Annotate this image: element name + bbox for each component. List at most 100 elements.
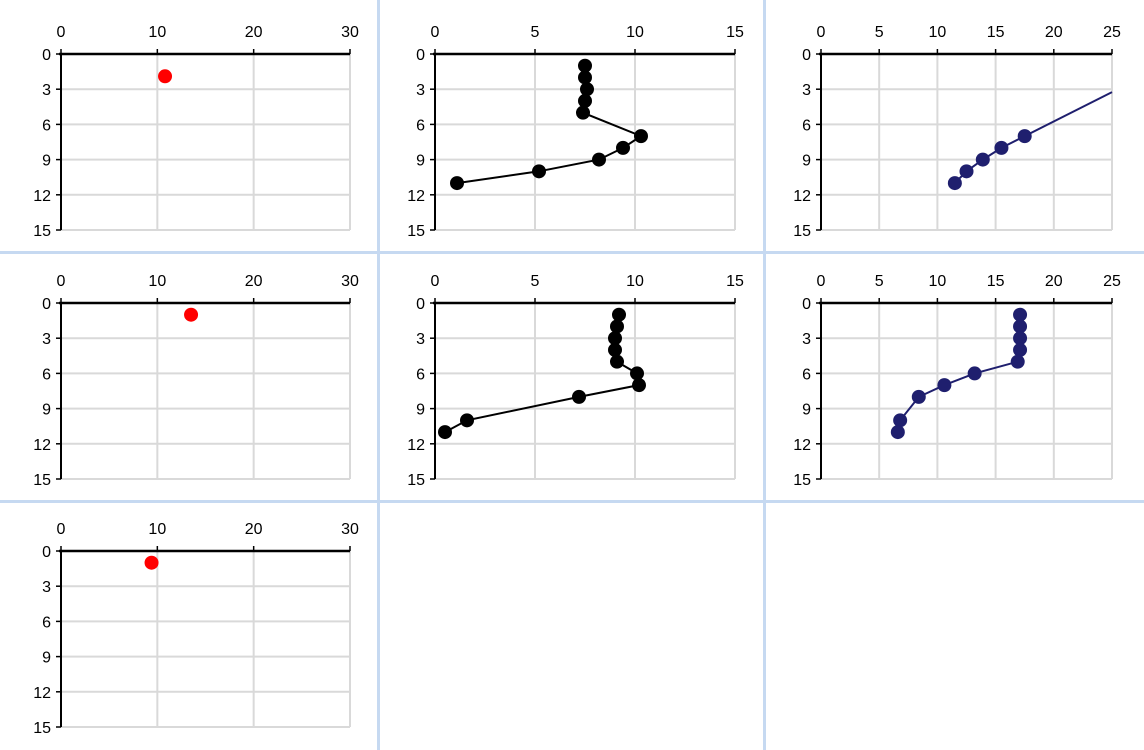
y-tick-label: 3 — [416, 82, 425, 99]
y-tick-label: 9 — [42, 650, 51, 667]
y-tick-label: 12 — [33, 685, 51, 702]
y-tick-label: 15 — [33, 720, 51, 737]
y-tick-label: 0 — [42, 544, 51, 561]
data-point — [592, 152, 606, 167]
y-tick-label: 0 — [416, 296, 425, 313]
y-tick-label: 12 — [407, 188, 425, 205]
y-tick-label: 0 — [802, 47, 811, 64]
data-point — [890, 425, 905, 440]
x-tick-label: 10 — [148, 273, 166, 290]
data-point — [1013, 342, 1028, 357]
data-point — [893, 413, 908, 428]
x-tick-label: 15 — [726, 273, 744, 290]
y-tick-label: 15 — [407, 223, 425, 240]
y-tick-label: 15 — [407, 472, 425, 489]
x-tick-label: 5 — [875, 273, 884, 290]
data-point — [578, 70, 592, 85]
data-point — [572, 389, 586, 404]
y-tick-label: 6 — [416, 366, 425, 383]
y-tick-label: 3 — [802, 82, 811, 99]
y-tick-label: 15 — [33, 472, 51, 489]
data-point — [947, 176, 962, 191]
data-point — [578, 93, 592, 108]
data-point — [616, 140, 630, 155]
x-tick-label: 5 — [875, 24, 884, 41]
series-line — [954, 91, 1113, 184]
chart-panel-4: 0 10 20 30 0 3 6 9 12 15 — [33, 273, 359, 489]
data-point — [967, 366, 982, 381]
x-tick-label: 25 — [1103, 24, 1121, 41]
y-tick-label: 3 — [42, 579, 51, 596]
y-tick-label: 9 — [42, 153, 51, 170]
x-tick-label: 0 — [431, 24, 440, 41]
chart-panel-3: 0 5 10 15 20 25 0 3 6 9 12 15 — [793, 24, 1121, 240]
x-tick-label: 20 — [245, 24, 263, 41]
grid-divider-horizontal-1 — [0, 251, 1144, 254]
chart-panel-6: 0 5 10 15 20 25 0 3 6 9 12 15 — [793, 273, 1121, 489]
y-tick-label: 15 — [793, 472, 811, 489]
data-point — [184, 307, 199, 322]
y-tick-label: 9 — [416, 402, 425, 419]
data-point — [608, 342, 622, 357]
data-point — [1017, 129, 1032, 144]
data-point — [1013, 331, 1028, 346]
y-tick-label: 3 — [416, 331, 425, 348]
y-tick-label: 6 — [42, 366, 51, 383]
x-tick-label: 10 — [626, 24, 644, 41]
data-point — [632, 378, 646, 393]
data-point — [1013, 307, 1028, 322]
data-point — [576, 105, 590, 120]
x-tick-label: 15 — [987, 273, 1005, 290]
x-tick-label: 20 — [245, 273, 263, 290]
x-tick-label: 0 — [57, 273, 66, 290]
grid-divider-vertical-2 — [763, 0, 766, 750]
data-point — [975, 152, 990, 167]
y-tick-label: 12 — [793, 437, 811, 454]
y-tick-label: 0 — [42, 47, 51, 64]
y-tick-label: 3 — [42, 331, 51, 348]
grid-divider-horizontal-2 — [0, 500, 1144, 503]
x-tick-label: 10 — [929, 273, 947, 290]
data-point — [532, 164, 546, 179]
data-point — [911, 389, 926, 404]
data-point — [580, 82, 594, 97]
x-tick-label: 10 — [148, 521, 166, 538]
x-tick-label: 10 — [929, 24, 947, 41]
x-tick-label: 20 — [1045, 24, 1063, 41]
data-point — [144, 555, 159, 570]
y-tick-label: 3 — [42, 82, 51, 99]
y-tick-label: 6 — [802, 366, 811, 383]
x-tick-label: 0 — [57, 521, 66, 538]
y-tick-label: 12 — [33, 188, 51, 205]
x-tick-label: 30 — [341, 273, 359, 290]
y-tick-label: 3 — [802, 331, 811, 348]
y-tick-label: 6 — [416, 117, 425, 134]
x-tick-label: 10 — [626, 273, 644, 290]
data-point — [634, 129, 648, 144]
data-point — [460, 413, 474, 428]
chart-panel-5: 0 5 10 15 0 3 6 9 12 15 — [407, 273, 744, 489]
x-tick-label: 5 — [531, 273, 540, 290]
x-tick-label: 20 — [245, 521, 263, 538]
y-tick-label: 15 — [33, 223, 51, 240]
x-tick-label: 10 — [148, 24, 166, 41]
x-tick-label: 0 — [431, 273, 440, 290]
x-tick-label: 30 — [341, 24, 359, 41]
data-point — [1010, 354, 1025, 369]
data-point — [612, 307, 626, 322]
x-tick-label: 0 — [817, 24, 826, 41]
y-tick-label: 9 — [802, 153, 811, 170]
y-tick-label: 9 — [416, 153, 425, 170]
x-tick-label: 15 — [726, 24, 744, 41]
y-tick-label: 6 — [802, 117, 811, 134]
data-point — [994, 140, 1009, 155]
x-tick-label: 20 — [1045, 273, 1063, 290]
y-tick-label: 0 — [802, 296, 811, 313]
data-point — [610, 354, 624, 369]
data-point — [937, 378, 952, 393]
data-point — [438, 425, 452, 440]
chart-panel-2: 0 5 10 15 0 3 6 9 12 15 — [407, 24, 744, 240]
data-point — [630, 366, 644, 381]
